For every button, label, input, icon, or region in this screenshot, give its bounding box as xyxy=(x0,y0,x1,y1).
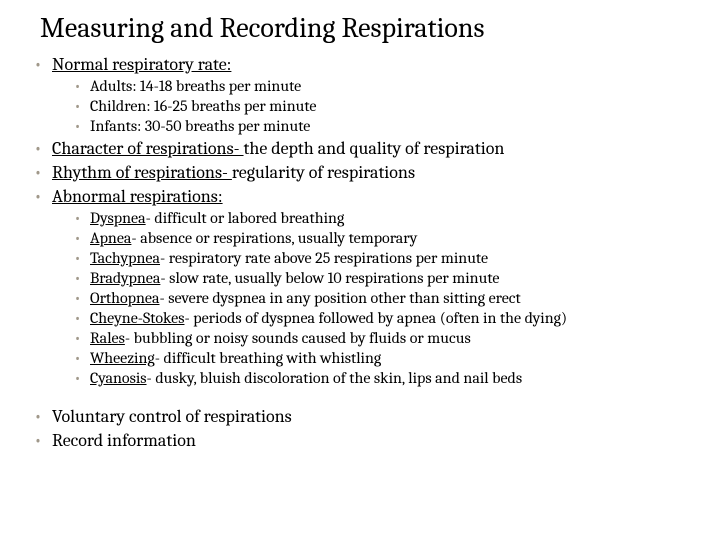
sublist: •Dyspnea- difficult or labored breathing… xyxy=(74,208,692,388)
list-item: • Rhythm of respirations- regularity of … xyxy=(34,162,692,184)
list-item: •Rales- bubbling or noisy sounds caused … xyxy=(74,328,692,348)
list-item: •Wheezing- difficult breathing with whis… xyxy=(74,348,692,368)
bullet-icon: • xyxy=(74,228,90,248)
bullet-icon: • xyxy=(34,186,52,208)
item-text: Bradypnea- slow rate, usually below 10 r… xyxy=(90,268,499,288)
item-text: Apnea- absence or respirations, usually … xyxy=(90,228,417,248)
item-text: Cyanosis- dusky, bluish discoloration of… xyxy=(90,368,522,388)
item-text: Record information xyxy=(52,430,196,452)
item-text: Tachypnea- respiratory rate above 25 res… xyxy=(90,248,488,268)
item-text: Cheyne-Stokes- periods of dyspnea follow… xyxy=(90,308,567,328)
bullet-icon: • xyxy=(34,162,52,184)
bullet-icon: • xyxy=(74,348,90,368)
bullet-icon: • xyxy=(74,96,90,116)
bullet-icon: • xyxy=(74,288,90,308)
bullet-icon: • xyxy=(74,76,90,96)
list-item: •Adults: 14-18 breaths per minute xyxy=(74,76,692,96)
bullet-icon: • xyxy=(34,406,52,428)
spacer xyxy=(34,390,692,404)
list-item: •Tachypnea- respiratory rate above 25 re… xyxy=(74,248,692,268)
list-item: • Abnormal respirations: •Dyspnea- diffi… xyxy=(34,186,692,388)
bullet-icon: • xyxy=(34,430,52,452)
item-text: Wheezing- difficult breathing with whist… xyxy=(90,348,381,368)
item-text: Orthopnea- severe dyspnea in any positio… xyxy=(90,288,521,308)
item-text: Voluntary control of respirations xyxy=(52,406,292,428)
bullet-icon: • xyxy=(74,328,90,348)
list-item: •Cheyne-Stokes- periods of dyspnea follo… xyxy=(74,308,692,328)
item-text: Normal respiratory rate: xyxy=(52,54,231,76)
slide-title: Measuring and Recording Respirations xyxy=(40,12,692,44)
list-item: •Infants: 30-50 breaths per minute xyxy=(74,116,692,136)
list-item: • Normal respiratory rate: •Adults: 14-1… xyxy=(34,54,692,136)
list-item: •Cyanosis- dusky, bluish discoloration o… xyxy=(74,368,692,388)
item-text: Rhythm of respirations- regularity of re… xyxy=(52,162,415,184)
item-text: Character of respirations- the depth and… xyxy=(52,138,504,160)
bullet-icon: • xyxy=(34,138,52,160)
bullet-list: • Normal respiratory rate: •Adults: 14-1… xyxy=(34,54,692,452)
list-item: •Dyspnea- difficult or labored breathing xyxy=(74,208,692,228)
list-item: • Record information xyxy=(34,430,692,452)
item-text: Infants: 30-50 breaths per minute xyxy=(90,116,310,136)
bullet-icon: • xyxy=(74,368,90,388)
item-text: Abnormal respirations: xyxy=(52,186,223,208)
bullet-icon: • xyxy=(74,248,90,268)
list-item: • Character of respirations- the depth a… xyxy=(34,138,692,160)
bullet-icon: • xyxy=(74,116,90,136)
list-item: •Apnea- absence or respirations, usually… xyxy=(74,228,692,248)
item-text: Children: 16-25 breaths per minute xyxy=(90,96,316,116)
item-text: Dyspnea- difficult or labored breathing xyxy=(90,208,344,228)
list-item: • Voluntary control of respirations xyxy=(34,406,692,428)
list-item: •Orthopnea- severe dyspnea in any positi… xyxy=(74,288,692,308)
item-text: Adults: 14-18 breaths per minute xyxy=(90,76,301,96)
bullet-icon: • xyxy=(74,268,90,288)
bullet-icon: • xyxy=(74,308,90,328)
list-item: •Children: 16-25 breaths per minute xyxy=(74,96,692,116)
bullet-icon: • xyxy=(34,54,52,76)
list-item: •Bradypnea- slow rate, usually below 10 … xyxy=(74,268,692,288)
item-text: Rales- bubbling or noisy sounds caused b… xyxy=(90,328,471,348)
sublist: •Adults: 14-18 breaths per minute •Child… xyxy=(74,76,692,136)
bullet-icon: • xyxy=(74,208,90,228)
